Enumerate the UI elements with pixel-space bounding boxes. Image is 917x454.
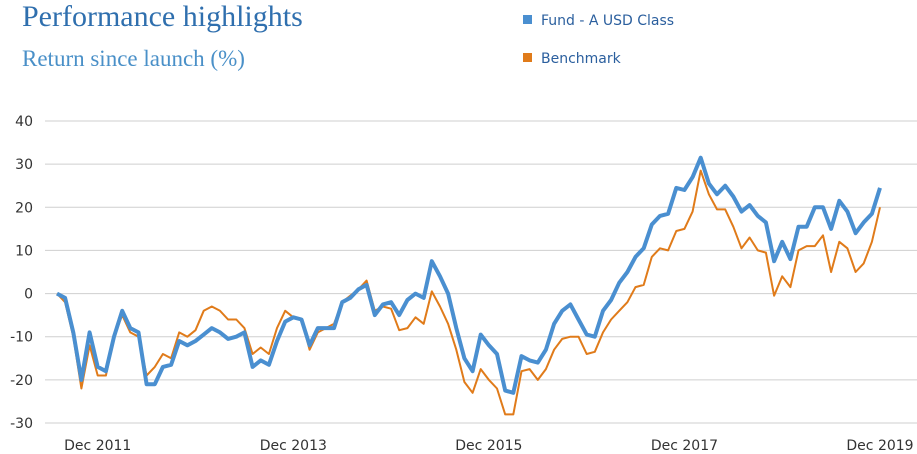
chart-subtitle: Return since launch (%) xyxy=(22,46,245,71)
series-line xyxy=(56,169,881,416)
x-tick-label: Dec 2017 xyxy=(651,438,718,454)
y-tick-label: 20 xyxy=(15,200,33,216)
y-tick-label: 0 xyxy=(24,287,33,303)
x-tick-label: Dec 2013 xyxy=(260,438,327,454)
y-tick-label: -10 xyxy=(10,330,33,346)
y-tick-label: -30 xyxy=(10,416,33,432)
x-tick-label: Dec 2015 xyxy=(455,438,522,454)
legend-swatch xyxy=(523,15,532,24)
y-tick-label: 40 xyxy=(15,114,33,130)
legend-swatch xyxy=(523,53,532,62)
legend-label: Fund - A USD Class xyxy=(541,13,674,29)
y-tick-label: -20 xyxy=(10,373,33,389)
y-tick-label: 10 xyxy=(15,243,33,259)
y-tick-label: 30 xyxy=(15,157,33,173)
legend-label: Benchmark xyxy=(541,51,622,67)
chart-title: Performance highlights xyxy=(22,0,303,33)
series-line xyxy=(56,155,882,395)
x-tick-label: Dec 2019 xyxy=(846,438,913,454)
x-tick-label: Dec 2011 xyxy=(64,438,131,454)
